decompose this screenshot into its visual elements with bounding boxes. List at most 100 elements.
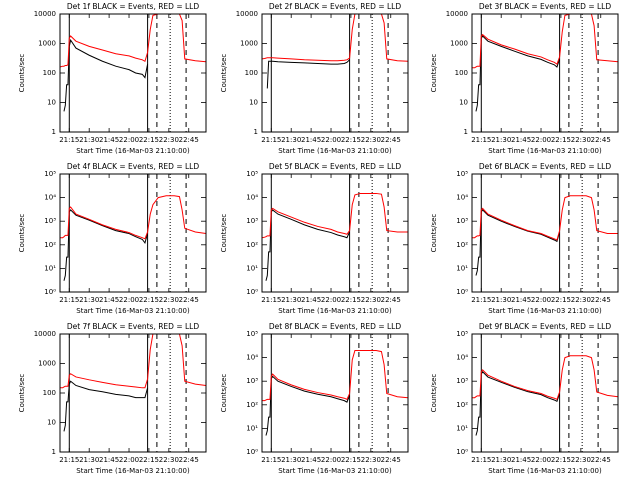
y-axis-label: Counts/sec (430, 54, 438, 93)
x-tick-label: 22:45 (179, 136, 199, 144)
plot-frame (471, 333, 619, 453)
x-axis-label: Start Time (16-Mar-03 21:10:00) (488, 467, 602, 475)
y-axis-label: Counts/sec (220, 54, 228, 93)
panel: Det 8f BLACK = Events, RED = LLD Start Ti… (220, 322, 409, 475)
x-tick-label: 22:00 (321, 296, 341, 304)
x-tick-label: 22:45 (591, 136, 611, 144)
panel-title: Det 4f BLACK = Events, RED = LLD (67, 162, 200, 171)
y-tick-label: 1 (52, 128, 56, 136)
series-line (63, 380, 149, 432)
plot-frame (59, 333, 207, 453)
series-line (262, 14, 408, 62)
y-tick-label: 100 (43, 389, 56, 397)
x-tick-label: 21:30 (79, 296, 99, 304)
y-tick-label: 10² (246, 401, 258, 409)
x-tick-label: 22:30 (159, 296, 179, 304)
x-tick-label: 22:45 (591, 296, 611, 304)
y-tick-label: 10³ (246, 377, 258, 385)
y-tick-label: 10⁴ (246, 194, 258, 202)
y-tick-label: 10⁰ (246, 448, 258, 456)
y-tick-label: 10 (459, 99, 468, 107)
x-tick-label: 22:30 (571, 456, 591, 464)
y-tick-label: 10⁰ (246, 288, 258, 296)
y-axis-label: Counts/sec (220, 374, 228, 413)
x-tick-label: 21:15 (59, 296, 79, 304)
x-tick-label: 22:15 (341, 456, 361, 464)
panel-title: Det 7f BLACK = Events, RED = LLD (67, 322, 200, 331)
panel: Det 7f BLACK = Events, RED = LLD Start Ti… (18, 322, 207, 475)
x-tick-label: 22:15 (551, 136, 571, 144)
series-line (262, 350, 408, 402)
x-tick-label: 22:45 (179, 296, 199, 304)
y-tick-label: 10000 (236, 10, 258, 18)
panel: Det 9f BLACK = Events, RED = LLD Start Ti… (430, 322, 619, 475)
panel: Det 2f BLACK = Events, RED = LLD Start Ti… (220, 2, 409, 155)
x-tick-label: 22:45 (381, 136, 401, 144)
panel: Det 6f BLACK = Events, RED = LLD Start Ti… (430, 162, 619, 315)
series-line (472, 14, 618, 69)
x-tick-label: 21:15 (59, 136, 79, 144)
y-tick-label: 10⁴ (246, 354, 258, 362)
series-line (266, 59, 350, 89)
plot-frame (261, 173, 409, 293)
y-tick-label: 10⁴ (456, 194, 468, 202)
y-tick-label: 10² (246, 241, 258, 249)
panel-title: Det 1f BLACK = Events, RED = LLD (67, 2, 200, 11)
series-line (472, 355, 618, 401)
y-tick-label: 1 (254, 128, 258, 136)
x-tick-label: 22:45 (381, 296, 401, 304)
x-tick-label: 22:00 (119, 136, 139, 144)
series-line (63, 38, 149, 112)
x-tick-label: 22:30 (361, 296, 381, 304)
x-tick-label: 22:15 (341, 136, 361, 144)
x-tick-label: 21:30 (79, 136, 99, 144)
y-axis-label: Counts/sec (220, 214, 228, 253)
y-tick-label: 10 (249, 99, 258, 107)
x-tick-label: 22:30 (571, 296, 591, 304)
x-tick-label: 22:15 (139, 456, 159, 464)
x-axis-label: Start Time (16-Mar-03 21:10:00) (76, 467, 190, 475)
x-tick-label: 22:00 (531, 136, 551, 144)
y-tick-label: 10³ (44, 217, 56, 225)
y-tick-label: 100 (245, 69, 258, 77)
x-axis-label: Start Time (16-Mar-03 21:10:00) (76, 307, 190, 315)
x-tick-label: 21:15 (261, 456, 281, 464)
series-line (265, 375, 351, 436)
y-tick-label: 10000 (446, 10, 468, 18)
panel-title: Det 3f BLACK = Events, RED = LLD (479, 2, 612, 11)
panel-title: Det 9f BLACK = Events, RED = LLD (479, 322, 612, 331)
x-tick-label: 22:00 (321, 456, 341, 464)
x-tick-label: 22:00 (119, 456, 139, 464)
x-tick-label: 22:30 (159, 136, 179, 144)
x-tick-label: 22:30 (571, 136, 591, 144)
x-tick-label: 21:45 (99, 136, 119, 144)
panel: Det 1f BLACK = Events, RED = LLD Start Ti… (18, 2, 207, 155)
x-tick-label: 21:15 (471, 456, 491, 464)
y-tick-label: 10¹ (44, 264, 56, 272)
x-tick-label: 21:45 (301, 296, 321, 304)
plot-frame (471, 173, 619, 293)
x-tick-label: 21:15 (471, 136, 491, 144)
y-tick-label: 10² (456, 241, 468, 249)
x-tick-label: 22:30 (361, 136, 381, 144)
series-line (60, 195, 206, 240)
x-tick-label: 22:15 (139, 136, 159, 144)
x-tick-label: 21:15 (59, 456, 79, 464)
panel-title: Det 5f BLACK = Events, RED = LLD (269, 162, 402, 171)
panel-title: Det 8f BLACK = Events, RED = LLD (269, 322, 402, 331)
x-tick-label: 22:15 (551, 456, 571, 464)
y-axis-label: Counts/sec (18, 54, 26, 93)
y-tick-label: 100 (43, 69, 56, 77)
x-tick-label: 22:45 (591, 456, 611, 464)
x-tick-label: 22:15 (341, 296, 361, 304)
x-tick-label: 22:00 (119, 296, 139, 304)
x-tick-label: 21:45 (301, 456, 321, 464)
y-tick-label: 10⁵ (246, 170, 258, 178)
y-tick-label: 10000 (34, 10, 56, 18)
y-tick-label: 10⁴ (456, 354, 468, 362)
series-line (60, 334, 206, 389)
y-tick-label: 1000 (38, 40, 56, 48)
series-line (475, 209, 561, 276)
y-tick-label: 10² (44, 241, 56, 249)
